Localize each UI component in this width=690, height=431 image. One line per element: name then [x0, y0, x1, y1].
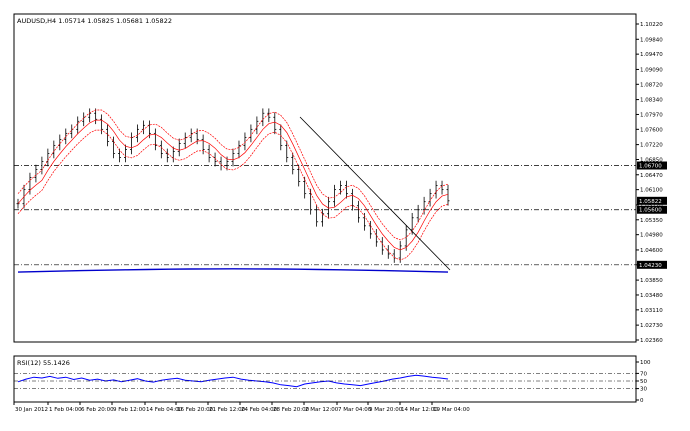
price-marker-label: 1.06700: [639, 164, 662, 170]
price-panel[interactable]: [13, 13, 637, 343]
price-grid: [14, 165, 636, 266]
price-marker-box: [637, 161, 667, 170]
price-tick-label: 1.06100: [640, 188, 663, 194]
price-series: [16, 108, 451, 273]
envelope-upper: [17, 109, 449, 241]
envelope-lower: [17, 129, 449, 261]
time-tick-label: 7 Mar 04:00: [338, 407, 372, 413]
price-tick-label: 1.03850: [640, 278, 663, 284]
price-markers: 1.06700 1.05822 1.05600 1.04230: [637, 161, 667, 269]
price-marker-box: [637, 260, 667, 269]
rsi-tick-label: 50: [640, 379, 647, 385]
price-tick-label: 1.07220: [640, 143, 663, 149]
price-tick-label: 1.05350: [640, 218, 663, 224]
time-tick-label: 2 Mar 12:00: [305, 407, 339, 413]
time-tick-label: 14 Mar 12:00: [401, 407, 438, 413]
price-tick-label: 1.02730: [640, 323, 663, 329]
price-tick-label: 1.04600: [640, 248, 663, 254]
rsi-line: [17, 374, 449, 388]
price-tick-label: 1.09090: [640, 67, 663, 73]
symbol-info-label: AUDUSD,H4 1.05714 1.05825 1.05681 1.0582…: [17, 17, 172, 25]
time-tick-label: 30 Jan 2012: [15, 407, 48, 413]
price-tick-label: 1.03480: [640, 293, 663, 299]
rsi-tick-label: 0: [640, 398, 644, 404]
trendline: [299, 116, 451, 271]
price-tick-label: 1.04980: [640, 233, 663, 239]
price-tick-label: 1.07600: [640, 127, 663, 133]
price-tick-label: 1.09840: [640, 37, 663, 43]
time-tick-label: 24 Feb 04:00: [241, 407, 278, 413]
long-moving-average-line: [17, 268, 449, 273]
price-tick-label: 1.03110: [640, 308, 663, 314]
price-tick-label: 1.07970: [640, 112, 663, 118]
price-tick-label: 1.08340: [640, 98, 663, 104]
rsi-series: [17, 374, 449, 388]
ma-line: [17, 119, 449, 251]
price-tick-label: 1.06850: [640, 157, 663, 163]
time-tick-label: 14 Feb 04:00: [146, 407, 183, 413]
time-tick-label: 1 Feb 04:00: [49, 407, 82, 413]
time-tick-label: 16 Feb 20:00: [177, 407, 214, 413]
rsi-tick-label: 30: [640, 387, 647, 393]
price-marker-label: 1.04230: [639, 263, 662, 269]
time-axis: 30 Jan 2012 1 Feb 04:00 6 Feb 20:00 9 Feb 1…: [13, 402, 470, 413]
time-tick-label: 9 Mar 20:00: [369, 407, 403, 413]
rsi-label: RSI(12) 55.1426: [17, 359, 70, 367]
rsi-tick-label: 70: [640, 371, 647, 377]
rsi-axis: 100 70 50 30 0: [14, 360, 651, 404]
price-marker-box: [637, 196, 667, 205]
price-axis: 1.10220 1.09840 1.09470 1.09090 1.08720 1.083…: [636, 22, 663, 344]
rsi-panel[interactable]: [13, 355, 637, 403]
time-tick-label: 21 Feb 12:00: [209, 407, 246, 413]
rsi-tick-label: 100: [640, 360, 651, 366]
price-tick-label: 1.09470: [640, 52, 663, 58]
price-tick-label: 1.08720: [640, 82, 663, 88]
time-tick-label: 19 Mar 04:00: [433, 407, 470, 413]
time-tick-label: 6 Feb 20:00: [81, 407, 114, 413]
price-marker-label: 1.05822: [639, 199, 662, 205]
price-tick-label: 1.10220: [640, 22, 663, 28]
time-tick-label: 28 Feb 20:00: [273, 407, 310, 413]
price-tick-label: 1.06470: [640, 173, 663, 179]
time-tick-label: 9 Feb 12:00: [113, 407, 146, 413]
price-marker-label: 1.05600: [639, 208, 662, 214]
price-marker-box: [637, 205, 667, 214]
price-tick-label: 1.02360: [640, 338, 663, 344]
